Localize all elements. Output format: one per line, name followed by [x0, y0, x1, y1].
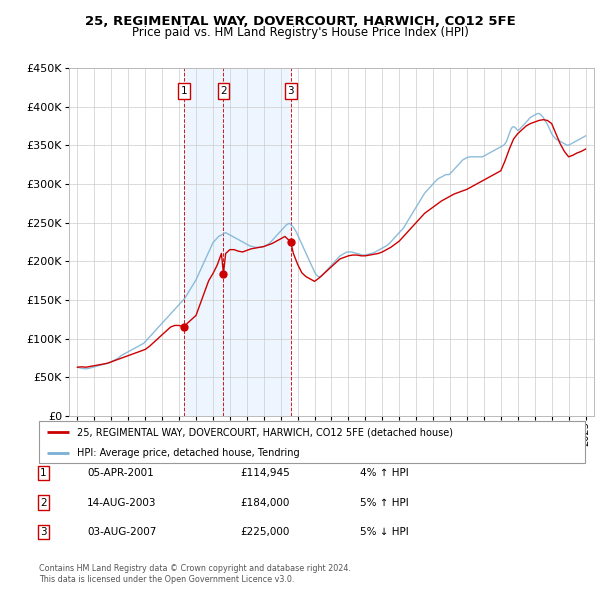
Text: Contains HM Land Registry data © Crown copyright and database right 2024.: Contains HM Land Registry data © Crown c… [39, 565, 351, 573]
Text: 1: 1 [40, 468, 47, 478]
Text: 14-AUG-2003: 14-AUG-2003 [87, 498, 157, 507]
Text: 4% ↑ HPI: 4% ↑ HPI [360, 468, 409, 478]
Text: £114,945: £114,945 [240, 468, 290, 478]
Text: 25, REGIMENTAL WAY, DOVERCOURT, HARWICH, CO12 5FE (detached house): 25, REGIMENTAL WAY, DOVERCOURT, HARWICH,… [77, 427, 453, 437]
Text: 03-AUG-2007: 03-AUG-2007 [87, 527, 157, 537]
Text: 2: 2 [40, 498, 47, 507]
Bar [184, 68, 290, 416]
Text: 05-APR-2001: 05-APR-2001 [87, 468, 154, 478]
Text: Price paid vs. HM Land Registry's House Price Index (HPI): Price paid vs. HM Land Registry's House … [131, 26, 469, 39]
Text: £184,000: £184,000 [240, 498, 289, 507]
Text: 3: 3 [40, 527, 47, 537]
Text: This data is licensed under the Open Government Licence v3.0.: This data is licensed under the Open Gov… [39, 575, 295, 584]
Text: £225,000: £225,000 [240, 527, 289, 537]
Text: 25, REGIMENTAL WAY, DOVERCOURT, HARWICH, CO12 5FE: 25, REGIMENTAL WAY, DOVERCOURT, HARWICH,… [85, 15, 515, 28]
Text: 3: 3 [287, 86, 294, 96]
Text: 5% ↓ HPI: 5% ↓ HPI [360, 527, 409, 537]
Text: 5% ↑ HPI: 5% ↑ HPI [360, 498, 409, 507]
Text: 1: 1 [181, 86, 187, 96]
Text: 2: 2 [220, 86, 227, 96]
Text: HPI: Average price, detached house, Tendring: HPI: Average price, detached house, Tend… [77, 448, 300, 457]
